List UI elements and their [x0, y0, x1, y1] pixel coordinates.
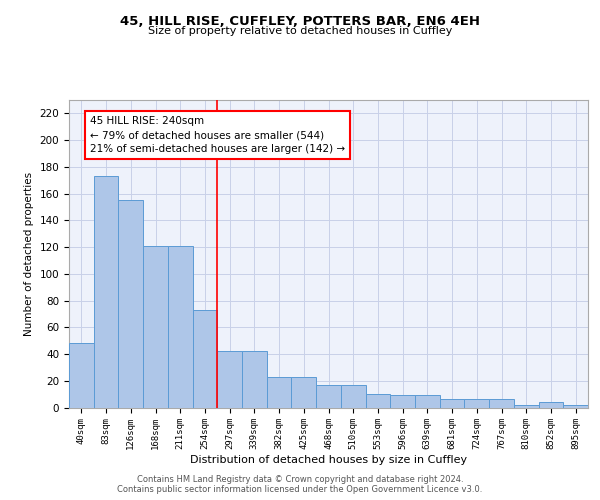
Bar	[118, 200, 143, 408]
Bar	[292, 377, 316, 408]
Bar	[390, 396, 415, 407]
Bar	[168, 246, 193, 408]
Bar	[316, 385, 341, 407]
Bar	[94, 176, 118, 408]
Text: Contains public sector information licensed under the Open Government Licence v3: Contains public sector information licen…	[118, 485, 482, 494]
Bar	[464, 400, 489, 407]
Bar	[489, 400, 514, 407]
Bar	[69, 344, 94, 407]
Bar	[440, 400, 464, 407]
Bar	[539, 402, 563, 407]
Bar	[267, 377, 292, 408]
Bar	[242, 352, 267, 408]
Text: Size of property relative to detached houses in Cuffley: Size of property relative to detached ho…	[148, 26, 452, 36]
Bar	[193, 310, 217, 408]
Text: 45, HILL RISE, CUFFLEY, POTTERS BAR, EN6 4EH: 45, HILL RISE, CUFFLEY, POTTERS BAR, EN6…	[120, 15, 480, 28]
Y-axis label: Number of detached properties: Number of detached properties	[24, 172, 34, 336]
Bar	[217, 352, 242, 408]
Bar	[365, 394, 390, 407]
X-axis label: Distribution of detached houses by size in Cuffley: Distribution of detached houses by size …	[190, 455, 467, 465]
Bar	[514, 405, 539, 407]
Text: Contains HM Land Registry data © Crown copyright and database right 2024.: Contains HM Land Registry data © Crown c…	[137, 475, 463, 484]
Bar	[143, 246, 168, 408]
Bar	[563, 405, 588, 407]
Bar	[341, 385, 365, 407]
Text: 45 HILL RISE: 240sqm
← 79% of detached houses are smaller (544)
21% of semi-deta: 45 HILL RISE: 240sqm ← 79% of detached h…	[90, 116, 345, 154]
Bar	[415, 396, 440, 407]
